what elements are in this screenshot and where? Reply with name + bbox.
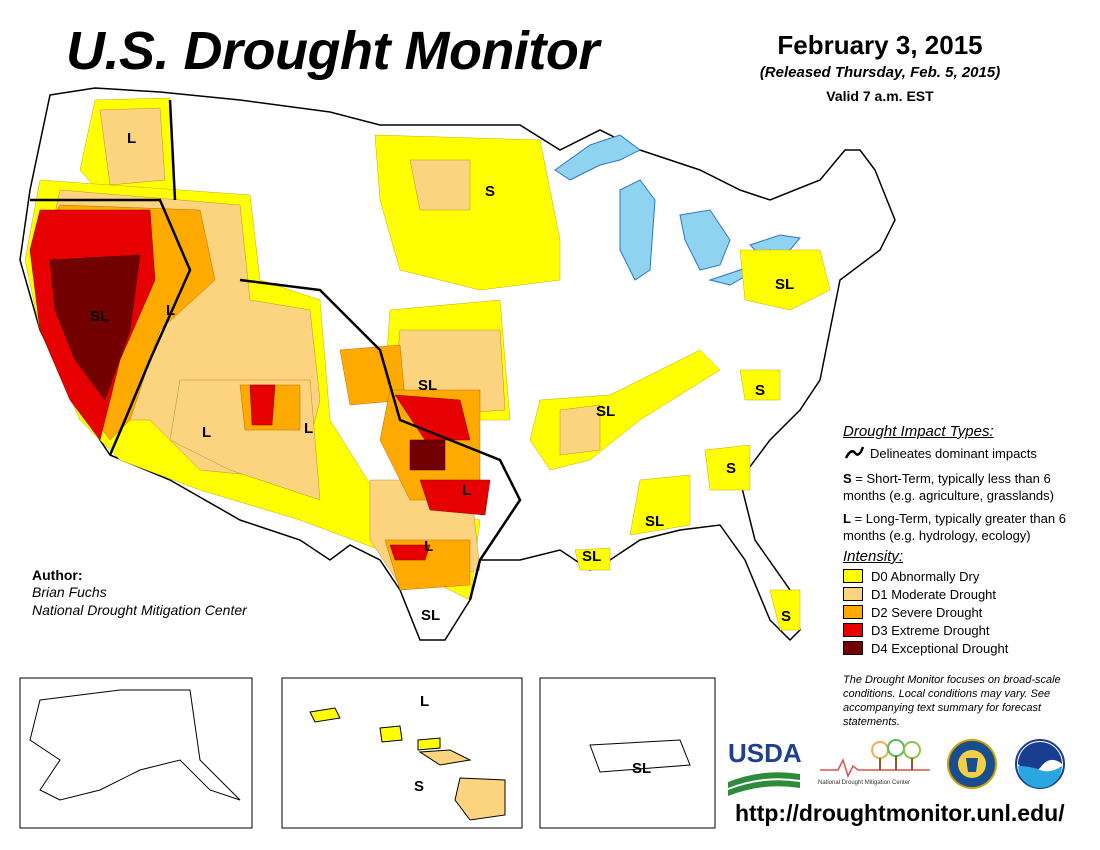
valid-time: Valid 7 a.m. EST — [826, 88, 934, 104]
intensity-title: Intensity: — [843, 548, 904, 565]
map-date: February 3, 2015 — [777, 30, 983, 60]
commerce-seal-icon — [947, 739, 997, 789]
d4-areas — [49, 254, 446, 471]
impact-label: SL — [596, 403, 616, 420]
short-term-definition: S = Short-Term, typically less than 6 mo… — [843, 470, 1093, 504]
long-term-definition: L = Long-Term, typically greater than 6 … — [843, 510, 1093, 544]
noaa-logo-icon — [1015, 739, 1065, 789]
short-term-key: S — [843, 471, 852, 486]
impact-label: S — [726, 460, 737, 477]
legend-label: D2 Severe Drought — [871, 604, 983, 620]
impact-label: SL — [775, 276, 795, 293]
impact-label: L — [462, 482, 472, 499]
ndmc-logo: National Drought Mitigation Center — [818, 738, 933, 788]
impact-label: SL — [645, 513, 665, 530]
map-title: U.S. Drought Monitor — [66, 21, 599, 81]
legend-item-d4: D4 Exceptional Drought — [843, 640, 1008, 656]
legend-swatch — [843, 569, 863, 583]
legend-swatch — [843, 623, 863, 637]
author-heading: Author: — [32, 567, 83, 583]
impact-label: S — [485, 183, 496, 200]
legend-swatch — [843, 605, 863, 619]
impact-label: L — [420, 693, 430, 710]
ndmc-logo-text: National Drought Mitigation Center — [818, 780, 911, 786]
release-date: (Released Thursday, Feb. 5, 2015) — [759, 64, 1001, 81]
disclaimer-note: The Drought Monitor focuses on broad-sca… — [843, 674, 1061, 728]
legend-label: D0 Abnormally Dry — [871, 568, 980, 584]
author-name: Brian Fuchs — [32, 584, 107, 600]
impact-label: S — [781, 608, 792, 625]
usda-logo-text: USDA — [728, 738, 802, 768]
impact-types-title: Drought Impact Types: — [843, 423, 994, 440]
legend-item-d1: D1 Moderate Drought — [843, 586, 996, 602]
long-term-text: = Long-Term, typically greater than 6 mo… — [843, 511, 1066, 543]
legend-swatch — [843, 641, 863, 655]
legend-label: D1 Moderate Drought — [871, 586, 997, 602]
impact-label: SL — [90, 308, 110, 325]
legend-swatch — [843, 587, 863, 601]
legend-label: D3 Extreme Drought — [871, 622, 990, 638]
usda-swoosh-icon — [728, 772, 800, 796]
impact-label: SL — [418, 377, 438, 394]
legend-item-d2: D2 Severe Drought — [843, 604, 982, 620]
puerto-rico-outline — [589, 739, 691, 773]
ndmc-trees-icon — [820, 739, 930, 778]
impact-line-icon — [844, 446, 865, 459]
legend-label: D4 Exceptional Drought — [871, 640, 1009, 656]
impact-label: SL — [421, 607, 441, 624]
impact-line-label: Delineates dominant impacts — [870, 446, 1037, 461]
alaska-outline — [29, 689, 241, 801]
impact-label: S — [755, 382, 766, 399]
usda-logo: USDA — [726, 738, 802, 798]
author-organization: National Drought Mitigation Center — [32, 602, 247, 618]
website-link[interactable]: http://droughtmonitor.unl.edu/ — [735, 800, 1065, 826]
impact-label: SL — [582, 548, 602, 565]
impact-label: S — [414, 778, 425, 795]
impact-label: L — [127, 130, 137, 147]
impact-label: L — [166, 302, 176, 319]
impact-label: L — [304, 420, 314, 437]
legend-item-d0: D0 Abnormally Dry — [843, 568, 979, 584]
legend-item-d3: D3 Extreme Drought — [843, 622, 990, 638]
impact-label: L — [424, 538, 434, 555]
hawaii-islands — [309, 707, 506, 821]
impact-label: SL — [632, 760, 652, 777]
long-term-key: L — [843, 511, 851, 526]
short-term-text: = Short-Term, typically less than 6 mont… — [843, 471, 1054, 503]
great-lakes — [554, 134, 801, 286]
impact-label: L — [202, 424, 212, 441]
impact-boundaries — [30, 99, 522, 601]
